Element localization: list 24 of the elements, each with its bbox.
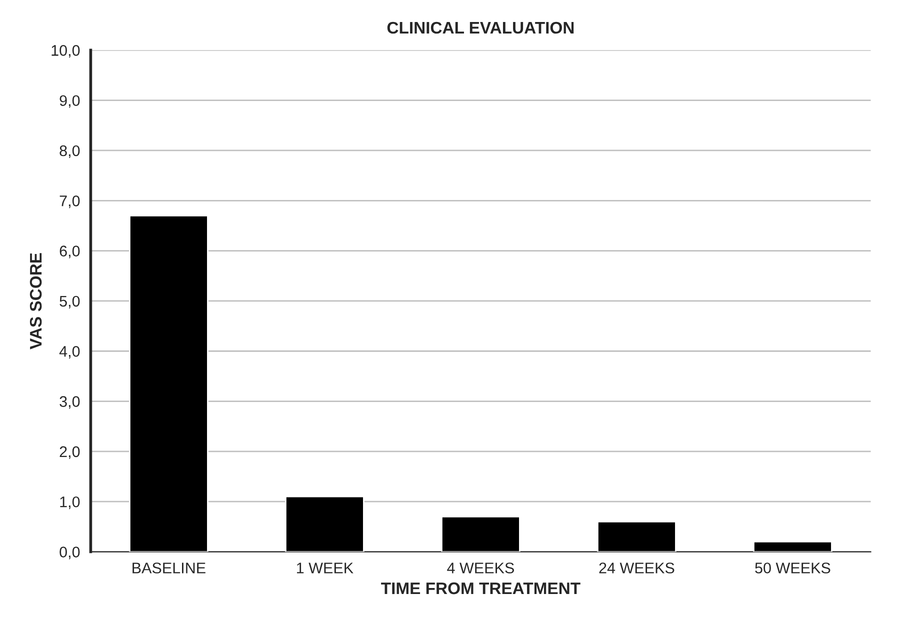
y-tick-label: 2,0 — [60, 446, 80, 459]
x-tick-label: 50 WEEKS — [755, 562, 830, 574]
bar — [597, 520, 676, 552]
y-tick-label: 3,0 — [60, 396, 80, 409]
bar — [753, 541, 832, 552]
x-tick-label: 4 WEEKS — [447, 562, 514, 574]
y-tick-label: 6,0 — [60, 246, 80, 258]
bar — [285, 496, 364, 552]
y-tick-label: 7,0 — [60, 196, 80, 208]
y-tick-label: 1,0 — [60, 496, 80, 510]
bar — [441, 516, 520, 552]
x-tick-label: 24 WEEKS — [599, 562, 674, 574]
chart-title: CLINICAL EVALUATION — [387, 22, 574, 34]
y-axis-title: VAS SCORE — [30, 253, 42, 350]
bar — [129, 214, 208, 552]
y-tick-label: 5,0 — [60, 296, 80, 308]
y-tick-label: 8,0 — [60, 145, 80, 158]
x-tick-label: BASELINE — [132, 562, 206, 574]
y-tick-label: 9,0 — [60, 95, 80, 108]
x-tick-label: 1 WEEK — [297, 562, 354, 574]
y-tick-label: 4,0 — [59, 346, 80, 359]
y-tick-label: 10,0 — [52, 45, 80, 58]
y-tick-label: 0,0 — [60, 546, 80, 560]
x-axis-title: TIME FROM TREATMENT — [381, 582, 580, 594]
